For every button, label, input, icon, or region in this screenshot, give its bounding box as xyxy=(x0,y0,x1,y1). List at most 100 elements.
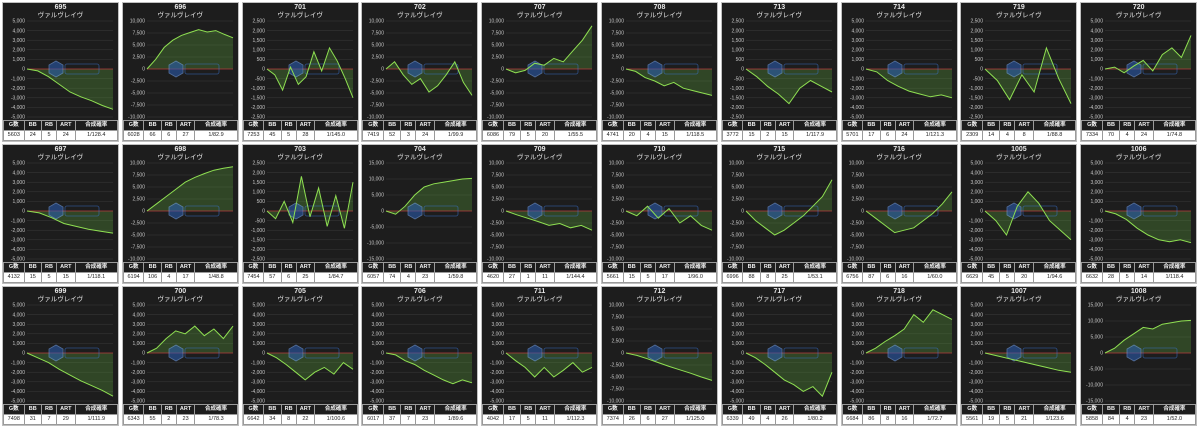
stats-value: 1/52.0 xyxy=(1152,414,1197,425)
stats-value: 21 xyxy=(1014,414,1034,425)
stats-table: G数 BB RB ART 合成確率 5858 84 4 23 1/52.0 xyxy=(1081,404,1197,425)
y-tick-label: -2,500 xyxy=(730,115,744,120)
stats-value: 5603 xyxy=(3,130,25,141)
series-line xyxy=(505,352,593,378)
machine-number: 718 xyxy=(893,288,905,295)
machine-number: 717 xyxy=(773,288,786,295)
graph-panel-720[interactable]: 720 ヴァルヴレイヴ 5,000 4,000 3,000 2,000 1,000 0 -1,0… xyxy=(1080,2,1198,142)
graph-panel-701[interactable]: 701 ヴァルヴレイヴ 2,500 2,000 1,500 1,000 500 0 -500 -1… xyxy=(241,2,359,142)
graph-panel-702[interactable]: 702 ヴァルヴレイヴ 10,000 7,500 5,000 2,500 0 -2,500 -5… xyxy=(361,2,479,142)
stats-value: 20 xyxy=(1014,272,1034,283)
stats-value: 1/60.0 xyxy=(913,272,957,283)
y-tick-label: -4,000 xyxy=(131,389,145,395)
y-tick-label: 5,000 xyxy=(731,185,744,191)
graph-panel-695[interactable]: 695 ヴァルヴレイヴ 5,000 4,000 3,000 2,000 1,000 0 -1,0… xyxy=(2,2,119,142)
stats-value: 4620 xyxy=(482,272,504,283)
stats-header: BB xyxy=(143,404,162,415)
stats-value: 2309 xyxy=(961,130,983,141)
y-tick-label: 0 xyxy=(981,67,984,73)
y-tick-label: 4,000 xyxy=(372,312,385,318)
graph-panel-711[interactable]: 711 ヴァルヴレイヴ 5,000 4,000 3,000 2,000 1,000 0 -1,0… xyxy=(481,286,599,426)
graph-panel-706[interactable]: 706 ヴァルヴレイヴ 5,000 4,000 3,000 2,000 1,000 0 -1,0… xyxy=(361,286,479,426)
y-tick-label: 10,000 xyxy=(609,161,625,167)
y-tick-label: -15,000 xyxy=(367,257,384,262)
y-tick-label: 500 xyxy=(735,57,744,63)
watermark-logo xyxy=(168,202,220,220)
stats-header: G数 xyxy=(1081,262,1103,273)
series-line xyxy=(266,352,353,381)
stats-header: RB xyxy=(280,404,297,415)
stats-header: G数 xyxy=(482,262,504,273)
graph-panel-700[interactable]: 700 ヴァルヴレイヴ 5,000 4,000 3,000 2,000 1,000 0 -1,0… xyxy=(121,286,239,426)
y-tick-label: 2,000 xyxy=(12,190,25,196)
graph-panel-1007[interactable]: 1007 ヴァルヴレイヴ 5,000 4,000 3,000 2,000 1,000 0 -1,… xyxy=(960,286,1078,426)
machine-number: 704 xyxy=(414,146,426,153)
graph-panel-716[interactable]: 716 ヴァルヴレイヴ 10,000 7,500 5,000 2,500 0 -2,500 -5… xyxy=(840,144,958,284)
series-line xyxy=(386,352,473,385)
y-tick-label: 1,500 xyxy=(971,38,984,44)
stats-value: 84 xyxy=(1101,414,1121,425)
graph-panel-1008[interactable]: 1008 ヴァルヴレイヴ 15,000 10,000 5,000 0 -5,000 -10,0… xyxy=(1080,286,1198,426)
y-tick-label: 5,000 xyxy=(971,161,984,167)
graph-panel-704[interactable]: 704 ヴァルヴレイヴ 15,000 10,000 5,000 0 -5,000 -10,00… xyxy=(361,144,479,284)
y-tick-label: 5,000 xyxy=(611,185,624,191)
machine-model: ヴァルヴレイヴ xyxy=(756,296,803,303)
series-line xyxy=(26,68,114,110)
graph-panel-718[interactable]: 718 ヴァルヴレイヴ 5,000 4,000 3,000 2,000 1,000 0 -1,0… xyxy=(840,286,958,426)
graph-panel-714[interactable]: 714 ヴァルヴレイヴ 5,000 4,000 3,000 2,000 1,000 0 -1,0… xyxy=(840,2,958,142)
stats-value: 23 xyxy=(415,272,435,283)
stats-value: 52 xyxy=(382,130,402,141)
graph-panel-1006[interactable]: 1006 ヴァルヴレイヴ 5,000 4,000 3,000 2,000 1,000 0 -1,… xyxy=(1080,144,1198,284)
y-tick-label: -4,000 xyxy=(11,389,25,395)
graph-panel-1005[interactable]: 1005 ヴァルヴレイヴ 5,000 4,000 3,000 2,000 1,000 0 -1,… xyxy=(960,144,1078,284)
machine-number: 716 xyxy=(893,146,905,153)
stats-value: 6 xyxy=(879,272,896,283)
y-tick-label: 0 xyxy=(22,209,25,215)
stats-value: 5 xyxy=(639,272,657,283)
y-tick-label: 1,500 xyxy=(731,38,744,44)
stats-value: 6028 xyxy=(122,130,145,141)
y-tick-label: -2,000 xyxy=(370,370,384,376)
stats-header: ART xyxy=(56,404,76,415)
graph-panel-712[interactable]: 712 ヴァルヴレイヴ 10,000 7,500 5,000 2,500 0 -2,500 -5… xyxy=(601,286,718,426)
series-area xyxy=(985,47,1072,104)
panel-title: 717 ヴァルヴレイヴ xyxy=(722,288,837,304)
graph-panel-698[interactable]: 698 ヴァルヴレイヴ 10,000 7,500 5,000 2,500 0 -2,500 -5… xyxy=(121,144,239,284)
stats-value: 1/72.7 xyxy=(913,414,957,425)
machine-model: ヴァルヴレイヴ xyxy=(876,12,922,19)
graph-panel-707[interactable]: 707 ヴァルヴレイヴ 10,000 7,500 5,000 2,500 0 -2,500 -5… xyxy=(481,2,599,142)
profit-chart: 5,000 4,000 3,000 2,000 1,000 0 -1,000 -2,000 -3… xyxy=(849,19,952,120)
stats-value: 6 xyxy=(879,130,896,141)
y-tick-label: 7,500 xyxy=(492,31,505,37)
stats-value: 26 xyxy=(622,414,641,425)
machine-model: ヴァルヴレイヴ xyxy=(636,296,683,303)
graph-panel-705[interactable]: 705 ヴァルヴレイヴ 5,000 4,000 3,000 2,000 1,000 0 -1,0… xyxy=(241,286,359,426)
y-tick-label: -2,000 xyxy=(490,370,504,376)
graph-panel-697[interactable]: 697 ヴァルヴレイヴ 5,000 4,000 3,000 2,000 1,000 0 -1,0… xyxy=(2,144,119,284)
y-tick-label: -1,000 xyxy=(250,86,264,92)
stats-value: 17 xyxy=(862,130,881,141)
graph-panel-717[interactable]: 717 ヴァルヴレイヴ 5,000 4,000 3,000 2,000 1,000 0 -1,0… xyxy=(720,286,838,426)
graph-panel-696[interactable]: 696 ヴァルヴレイヴ 10,000 7,500 5,000 2,500 0 -2,500 -5… xyxy=(121,2,239,142)
stats-value: 15 xyxy=(742,130,761,141)
y-tick-label: 0 xyxy=(22,351,25,357)
y-tick-label: -2,000 xyxy=(250,105,264,111)
graph-panel-719[interactable]: 719 ヴァルヴレイヴ 2,500 2,000 1,500 1,000 500 0 -500 -1… xyxy=(960,2,1078,142)
stats-value: 6 xyxy=(639,414,657,425)
graph-panel-708[interactable]: 708 ヴァルヴレイヴ 10,000 7,500 5,000 2,500 0 -2,500 -5… xyxy=(601,2,718,142)
stats-value: 7454 xyxy=(242,272,265,283)
y-tick-label: 2,500 xyxy=(611,339,624,345)
graph-panel-703[interactable]: 703 ヴァルヴレイヴ 2,500 2,000 1,500 1,000 500 0 -500 -1… xyxy=(241,144,359,284)
graph-panel-713[interactable]: 713 ヴァルヴレイヴ 2,500 2,000 1,500 1,000 500 0 -500 -1… xyxy=(720,2,838,142)
machine-number: 705 xyxy=(294,288,306,295)
y-tick-label: 2,000 xyxy=(971,190,984,196)
graph-panel-709[interactable]: 709 ヴァルヴレイヴ 10,000 7,500 5,000 2,500 0 -2,500 -5… xyxy=(481,144,599,284)
machine-model: ヴァルヴレイヴ xyxy=(996,154,1042,161)
graph-panel-710[interactable]: 710 ヴァルヴレイヴ 10,000 7,500 5,000 2,500 0 -2,500 -5… xyxy=(601,144,718,284)
stats-table: G数 BB RB ART 合成確率 6642 34 8 22 1/100.6 xyxy=(242,404,358,425)
stats-header: ART xyxy=(1014,120,1034,131)
graph-panel-699[interactable]: 699 ヴァルヴレイヴ 5,000 4,000 3,000 2,000 1,000 0 -1,0… xyxy=(2,286,119,426)
y-tick-label: -5,000 xyxy=(370,399,384,404)
graph-panel-715[interactable]: 715 ヴァルヴレイヴ 10,000 7,500 5,000 2,500 0 -2,500 -5… xyxy=(720,144,838,284)
panel-title: 720 ヴァルヴレイヴ xyxy=(1081,4,1196,20)
